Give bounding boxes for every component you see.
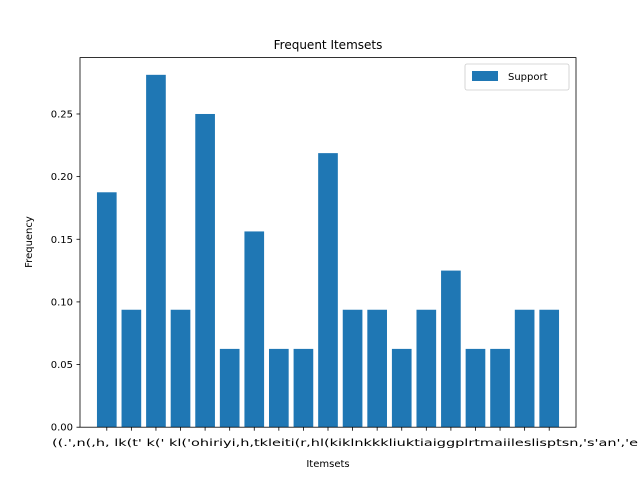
- bar: [219, 348, 240, 428]
- bar: [441, 270, 461, 428]
- bar: [539, 309, 560, 428]
- x-axis-label: Itemsets: [306, 459, 349, 470]
- y-axis-ticks: 0.00 0.05 0.10 0.15 0.20 0.25: [51, 109, 80, 434]
- bar: [342, 309, 363, 428]
- x-category-labels: ((.',n(,h, lk(t' k(' kl('ohiriyi,h,tklei…: [52, 438, 638, 449]
- bar: [465, 348, 486, 428]
- bar: [416, 309, 437, 428]
- bar: [146, 74, 166, 428]
- legend-box: [464, 63, 570, 91]
- y-tick-label: 0.05: [51, 360, 73, 371]
- y-axis-label: Frequency: [24, 216, 35, 268]
- axes-frame: [79, 57, 577, 428]
- y-tick-label: 0.20: [51, 172, 73, 183]
- bar: [293, 348, 314, 428]
- bar: [244, 231, 265, 428]
- bar: [170, 309, 191, 428]
- bar: [367, 309, 387, 428]
- legend: Support: [464, 63, 570, 91]
- y-tick-label: 0.15: [51, 235, 73, 246]
- legend-swatch: [472, 71, 498, 81]
- legend-label: Support: [508, 72, 548, 83]
- bar: [121, 309, 142, 428]
- y-tick-label: 0.00: [51, 423, 73, 434]
- bar: [514, 309, 535, 428]
- bar: [195, 113, 215, 428]
- bar: [318, 153, 338, 428]
- bar: [490, 348, 510, 428]
- y-tick-label: 0.10: [51, 297, 73, 308]
- chart-title: Frequent Itemsets: [274, 38, 383, 52]
- bar: [96, 192, 117, 428]
- y-tick-label: 0.25: [51, 109, 73, 120]
- bars-group: [96, 74, 560, 431]
- bar: [269, 348, 289, 428]
- bar: [391, 348, 412, 428]
